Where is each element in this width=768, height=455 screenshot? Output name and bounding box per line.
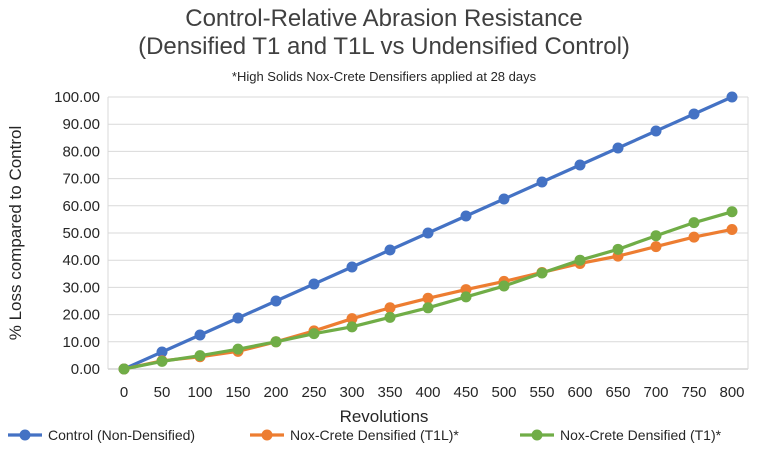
x-tick-label: 0 [120, 384, 128, 401]
y-tick-label: 10.00 [62, 334, 100, 351]
y-tick-label: 20.00 [62, 307, 100, 324]
y-tick-label: 70.00 [62, 171, 100, 188]
y-axis-ticks: 0.00 10.00 20.00 30.00 40.00 50.00 60.00 70.00 8… [54, 89, 100, 378]
chart-title-line-2: (Densified T1 and T1L vs Undensified Con… [138, 33, 630, 60]
x-tick-label: 200 [263, 384, 288, 401]
x-tick-label: 400 [415, 384, 440, 401]
data-point [270, 336, 282, 348]
data-point [650, 125, 662, 137]
data-point [726, 91, 738, 103]
x-tick-label: 750 [681, 384, 706, 401]
x-axis-label: Revolutions [340, 407, 429, 426]
data-point [612, 142, 624, 154]
x-tick-label: 800 [719, 384, 744, 401]
legend-item: Control (Non-Densified) [8, 427, 195, 443]
legend-swatch-marker [531, 429, 543, 441]
series-3 [118, 206, 738, 375]
x-axis-ticks: 0 50 100 150 200 250 300 350 400 450 500 550 600 650 7… [120, 384, 745, 401]
data-point [688, 217, 700, 229]
data-point [574, 254, 586, 266]
data-point [498, 280, 510, 292]
data-point [574, 159, 586, 171]
legend-swatch-marker [19, 429, 31, 441]
legend-item: Nox-Crete Densified (T1)* [520, 427, 722, 443]
data-point [308, 328, 320, 340]
data-point [460, 291, 472, 303]
y-tick-label: 0.00 [71, 361, 100, 378]
y-tick-label: 60.00 [62, 198, 100, 215]
x-tick-label: 600 [567, 384, 592, 401]
y-tick-label: 80.00 [62, 143, 100, 160]
data-point [536, 267, 548, 279]
data-point [156, 355, 168, 367]
y-tick-label: 30.00 [62, 279, 100, 296]
legend-swatch-marker [261, 429, 273, 441]
x-tick-label: 50 [154, 384, 171, 401]
data-point [308, 278, 320, 290]
series-2 [118, 223, 738, 375]
x-tick-label: 100 [187, 384, 212, 401]
chart-subtitle: *High Solids Nox-Crete Densifiers applie… [232, 69, 537, 84]
data-point [384, 302, 396, 314]
x-tick-label: 550 [529, 384, 554, 401]
legend-label: Nox-Crete Densified (T1)* [560, 427, 722, 443]
data-point [232, 312, 244, 324]
data-point [726, 223, 738, 235]
data-point [688, 231, 700, 243]
legend-item: Nox-Crete Densified (T1L)* [250, 427, 459, 443]
data-point [498, 193, 510, 205]
data-point [726, 206, 738, 218]
y-tick-label: 50.00 [62, 225, 100, 242]
data-point [650, 230, 662, 242]
data-point [688, 108, 700, 120]
data-point [612, 243, 624, 255]
series-lines [118, 91, 738, 375]
data-point [422, 227, 434, 239]
data-point [422, 292, 434, 304]
y-tick-label: 100.00 [54, 89, 100, 106]
x-tick-label: 150 [225, 384, 250, 401]
data-point [118, 363, 130, 375]
data-point [346, 261, 358, 273]
x-tick-label: 500 [491, 384, 516, 401]
chart-title-line-1: Control-Relative Abrasion Resistance [185, 5, 583, 32]
series-1 [118, 91, 738, 375]
x-tick-label: 650 [605, 384, 630, 401]
data-point [346, 313, 358, 325]
data-point [384, 244, 396, 256]
y-tick-label: 40.00 [62, 252, 100, 269]
data-point [650, 241, 662, 253]
data-point [270, 295, 282, 307]
legend-label: Control (Non-Densified) [48, 427, 195, 443]
x-tick-label: 300 [339, 384, 364, 401]
data-point [194, 329, 206, 341]
data-point [422, 302, 434, 314]
data-point [536, 176, 548, 188]
data-point [384, 311, 396, 323]
x-tick-label: 250 [301, 384, 326, 401]
x-tick-label: 700 [643, 384, 668, 401]
x-tick-label: 450 [453, 384, 478, 401]
data-point [232, 343, 244, 355]
x-tick-label: 350 [377, 384, 402, 401]
y-axis-label: % Loss compared to Control [6, 126, 25, 341]
data-point [156, 346, 168, 358]
legend: Control (Non-Densified) Nox-Crete Densifi… [8, 427, 722, 443]
y-tick-label: 90.00 [62, 116, 100, 133]
data-point [194, 350, 206, 362]
data-point [460, 210, 472, 222]
legend-label: Nox-Crete Densified (T1L)* [290, 427, 459, 443]
data-point [346, 321, 358, 333]
